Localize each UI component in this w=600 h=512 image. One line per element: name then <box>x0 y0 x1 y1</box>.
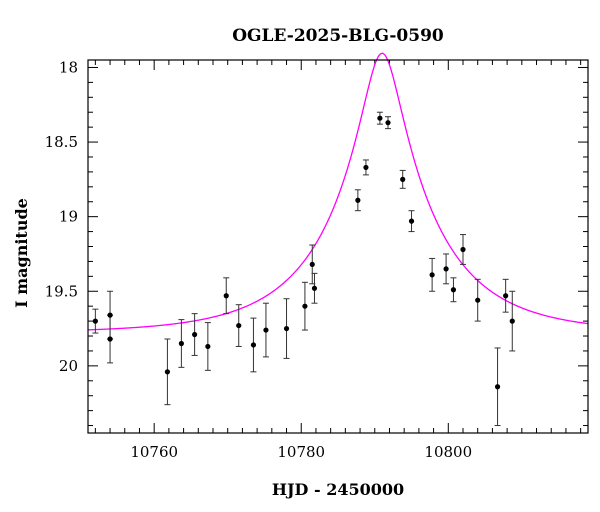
x-tick-label: 10780 <box>277 443 325 461</box>
y-tick-label: 18 <box>59 58 78 76</box>
data-point <box>408 218 415 224</box>
data-point <box>92 318 98 324</box>
data-point <box>475 297 481 303</box>
data-point <box>302 303 308 309</box>
data-point <box>236 322 242 329</box>
y-axis-label: I magnitude <box>12 198 31 308</box>
chart-title: OGLE-2025-BLG-0590 <box>232 26 444 46</box>
data-point <box>355 197 361 203</box>
y-tick-label: 19.5 <box>45 282 78 300</box>
data-point <box>385 120 391 126</box>
x-tick-labels: 10760 10780 10800 <box>130 443 472 461</box>
data-points <box>92 115 515 390</box>
y-tick-labels: 18 18.5 19 19.5 20 <box>45 58 78 374</box>
data-point <box>192 331 198 338</box>
data-point <box>494 384 501 390</box>
data-point <box>503 293 509 299</box>
y-tick-label: 18.5 <box>45 133 78 151</box>
data-point <box>443 266 449 272</box>
x-tick-label: 10800 <box>424 443 472 461</box>
data-point <box>400 176 406 182</box>
data-point <box>283 325 290 332</box>
data-point <box>460 246 466 253</box>
data-point <box>450 287 457 293</box>
data-point <box>223 293 229 299</box>
data-point <box>309 261 315 268</box>
data-point <box>178 340 184 347</box>
y-tick-label: 20 <box>59 357 78 375</box>
x-axis-label: HJD - 2450000 <box>272 480 404 499</box>
data-point <box>509 318 515 324</box>
x-tick-label: 10760 <box>130 443 178 461</box>
data-point <box>107 312 113 318</box>
y-tick-label: 19 <box>59 208 78 226</box>
data-point <box>250 342 257 348</box>
data-point <box>205 343 211 350</box>
model-curve <box>87 52 589 331</box>
data-point <box>377 115 383 121</box>
data-point <box>429 272 435 278</box>
data-point <box>263 327 269 333</box>
data-point <box>164 369 171 375</box>
plot-frame <box>87 59 589 434</box>
data-point <box>107 336 113 342</box>
data-point <box>363 164 369 171</box>
major-ticks <box>88 60 588 433</box>
data-point <box>311 285 318 291</box>
